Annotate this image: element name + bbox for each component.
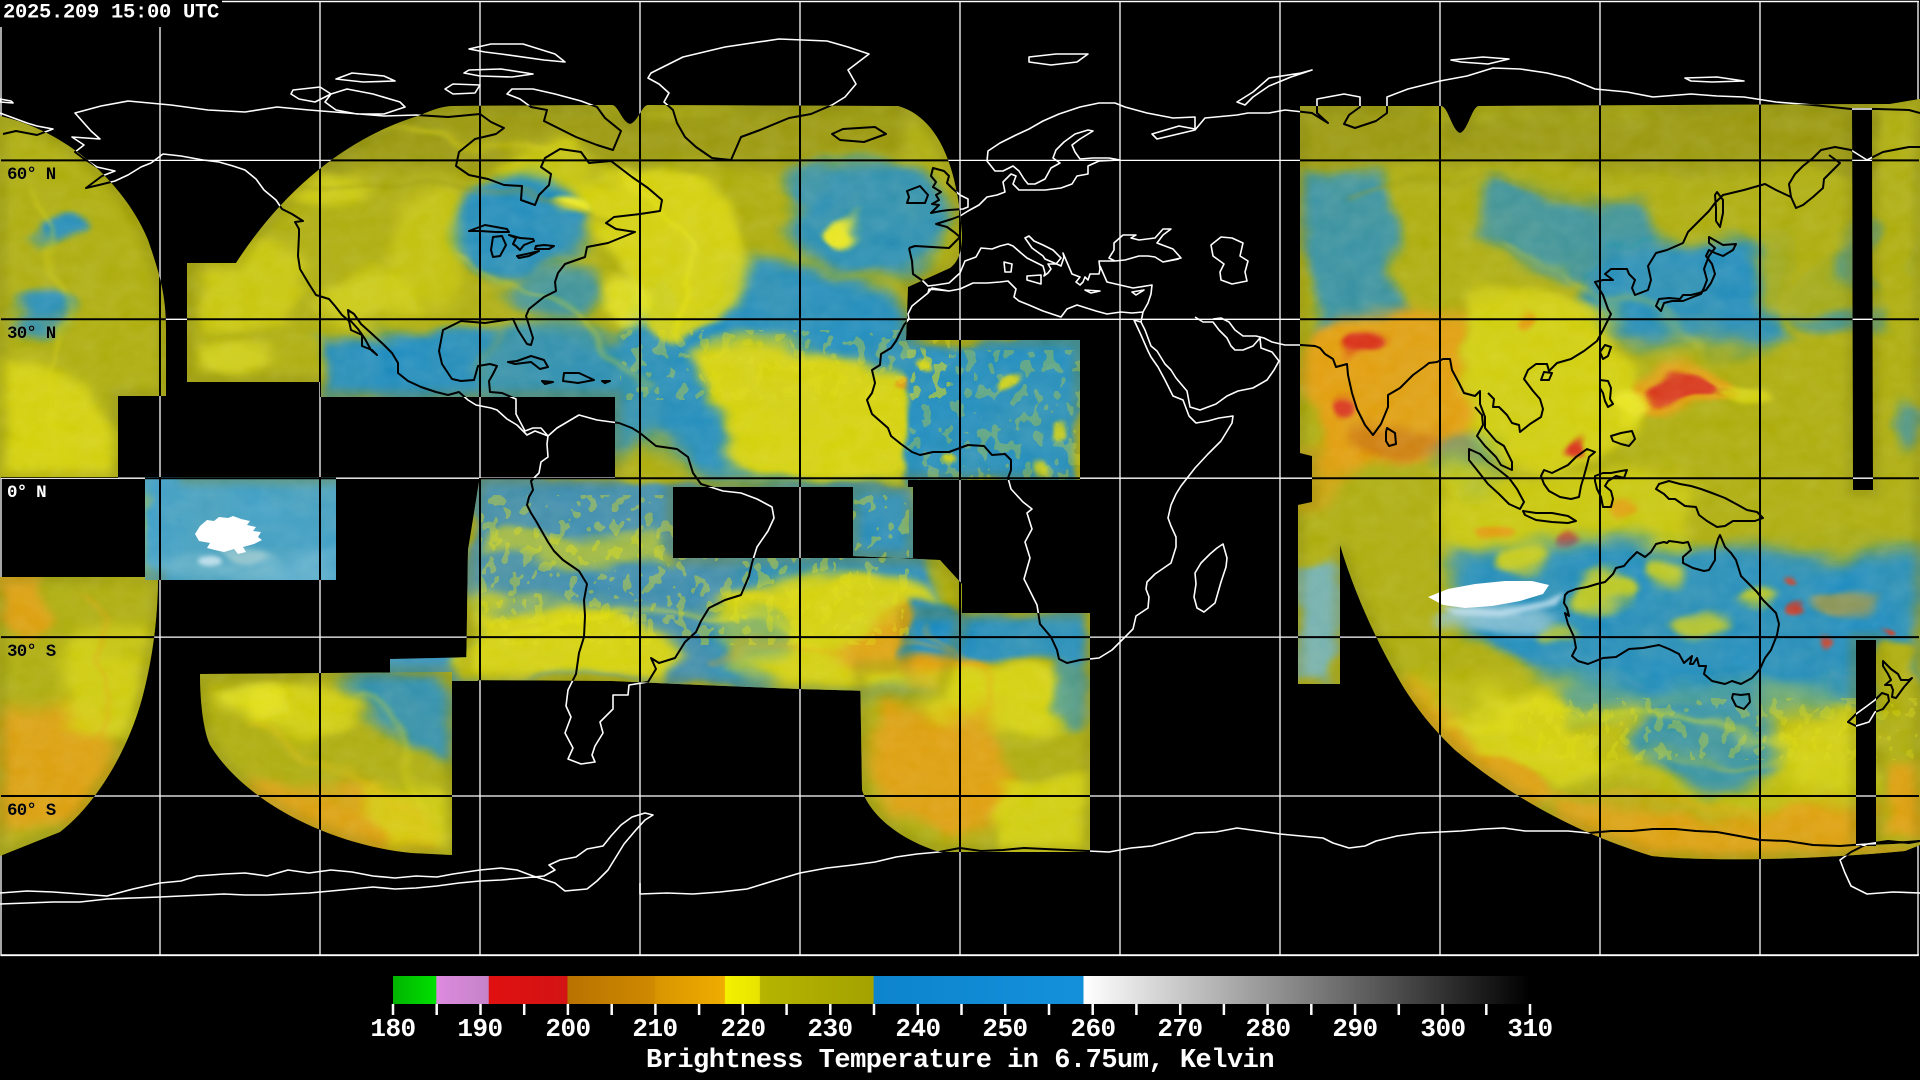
svg-text:290: 290 (1332, 1014, 1377, 1044)
svg-text:60° N: 60° N (7, 165, 56, 185)
svg-text:280: 280 (1245, 1014, 1290, 1044)
svg-text:30° N: 30° N (7, 324, 56, 344)
svg-text:60° S: 60° S (7, 801, 56, 821)
svg-text:230: 230 (807, 1014, 852, 1044)
svg-text:220: 220 (720, 1014, 765, 1044)
svg-text:Brightness Temperature in 6.75: Brightness Temperature in 6.75um, Kelvin (646, 1046, 1274, 1076)
svg-text:2025.209 15:00 UTC: 2025.209 15:00 UTC (3, 2, 219, 25)
svg-text:30° S: 30° S (7, 642, 56, 662)
svg-text:60° N: 60° N (7, 165, 56, 185)
svg-text:60° S: 60° S (7, 801, 56, 821)
svg-text:310: 310 (1507, 1014, 1552, 1044)
svg-text:200: 200 (545, 1014, 590, 1044)
svg-text:240: 240 (895, 1014, 940, 1044)
svg-text:0° N: 0° N (7, 483, 46, 503)
svg-text:210: 210 (632, 1014, 677, 1044)
svg-text:250: 250 (982, 1014, 1027, 1044)
svg-text:300: 300 (1420, 1014, 1465, 1044)
svg-text:260: 260 (1070, 1014, 1115, 1044)
svg-text:30° S: 30° S (7, 642, 56, 662)
svg-text:180: 180 (370, 1014, 415, 1044)
svg-text:270: 270 (1157, 1014, 1202, 1044)
svg-text:190: 190 (457, 1014, 502, 1044)
svg-text:30° N: 30° N (7, 324, 56, 344)
